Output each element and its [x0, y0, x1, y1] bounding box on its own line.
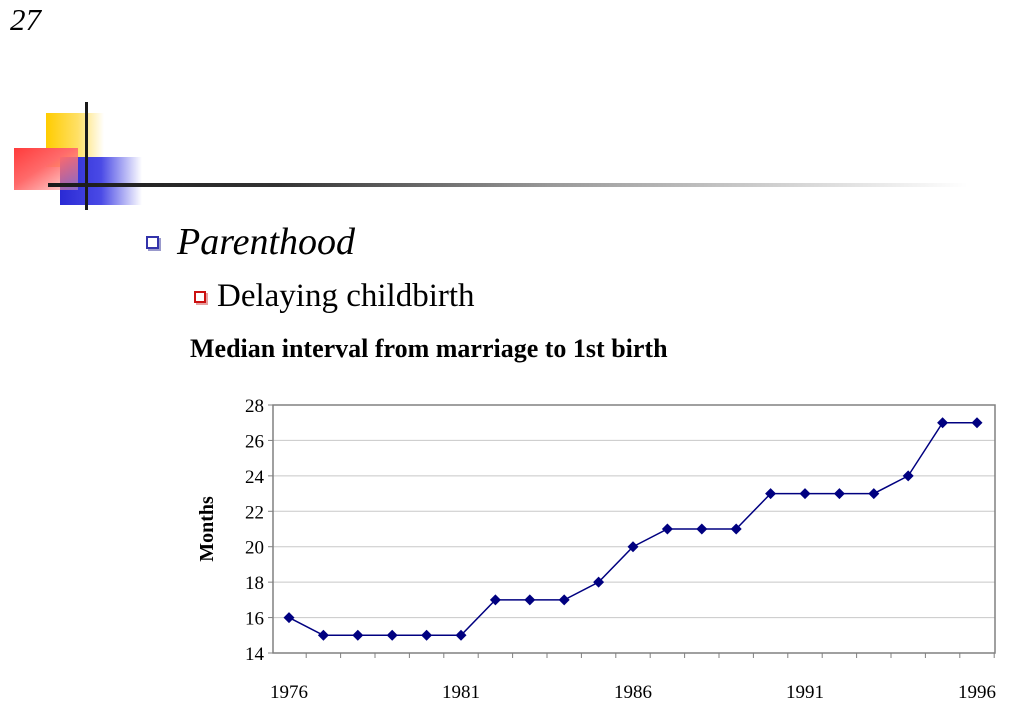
- x-tick-label: 1996: [958, 682, 996, 703]
- data-point-marker: [352, 629, 364, 641]
- y-tick-label: 28: [245, 396, 264, 417]
- square-bullet-icon: [194, 290, 206, 303]
- data-point-marker: [696, 523, 708, 535]
- slide-number: 27: [10, 2, 41, 37]
- data-point-marker: [455, 629, 467, 641]
- data-point-marker: [730, 523, 742, 535]
- square-bullet-icon: [146, 235, 159, 249]
- data-point-marker: [868, 488, 880, 500]
- data-point-marker: [421, 629, 433, 641]
- data-point-marker: [765, 488, 777, 500]
- data-point-marker: [593, 576, 605, 588]
- data-point-marker: [902, 470, 914, 482]
- data-point-marker: [937, 417, 949, 429]
- data-point-marker: [558, 594, 570, 606]
- y-axis-title: Months: [196, 496, 218, 562]
- x-tick-label: 1991: [786, 682, 824, 703]
- bullet-level-2: Delaying childbirth: [194, 278, 475, 315]
- plot-area: [272, 404, 996, 654]
- data-point-marker: [489, 594, 501, 606]
- y-tick-label: 16: [245, 609, 264, 630]
- bullet-level-1: Parenthood: [146, 220, 355, 264]
- data-point-marker: [627, 541, 639, 553]
- data-point-marker: [971, 417, 983, 429]
- y-tick-label: 20: [245, 538, 264, 559]
- data-point-marker: [661, 523, 673, 535]
- bullet-level-1-text: Parenthood: [177, 221, 356, 263]
- y-tick-label: 22: [245, 502, 264, 523]
- data-point-marker: [386, 629, 398, 641]
- data-point-marker: [833, 488, 845, 500]
- series-line: [288, 421, 977, 637]
- y-tick-label: 18: [245, 573, 264, 594]
- x-tick-label: 1986: [614, 682, 652, 703]
- x-tick-label: 1976: [270, 682, 308, 703]
- data-point-marker: [799, 488, 811, 500]
- y-tick-label: 14: [245, 644, 265, 665]
- decor-vertical-line: [85, 102, 88, 210]
- data-point-marker: [283, 612, 295, 624]
- data-point-marker: [317, 629, 329, 641]
- bullet-level-2-text: Delaying childbirth: [217, 278, 475, 314]
- y-tick-label: 24: [245, 467, 265, 488]
- chart-title: Median interval from marriage to 1st bir…: [190, 334, 668, 363]
- y-tick-label: 26: [245, 431, 264, 452]
- x-tick-label: 1981: [442, 682, 480, 703]
- data-point-marker: [524, 594, 536, 606]
- decor-horizontal-rule: [48, 183, 968, 187]
